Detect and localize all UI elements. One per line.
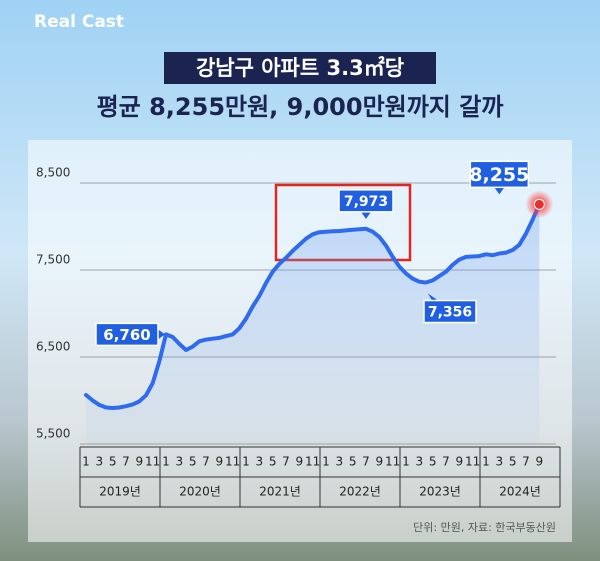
x-tick-label: 3 <box>496 455 504 469</box>
x-tick-label: 1 <box>242 455 250 469</box>
year-label: 2024년 <box>499 485 541 499</box>
x-tick-label: 9 <box>536 455 544 469</box>
x-tick-label: 9 <box>216 455 224 469</box>
data-label: 7,356 <box>428 305 472 321</box>
x-tick-label: 7 <box>362 455 370 469</box>
x-tick-label: 9 <box>296 455 304 469</box>
x-tick-label: 11 <box>305 455 320 469</box>
year-label: 2020년 <box>179 485 221 499</box>
x-tick-label: 9 <box>136 455 144 469</box>
source-note: 단위: 만원, 자료: 한국부동산원 <box>413 521 556 534</box>
callout-box <box>423 299 477 324</box>
callout-box <box>469 160 530 189</box>
x-tick-label: 5 <box>429 455 437 469</box>
x-tick-label: 5 <box>189 455 197 469</box>
x-tick-label: 7 <box>442 455 450 469</box>
x-tick-label: 11 <box>225 455 240 469</box>
x-tick-label: 11 <box>465 455 480 469</box>
x-tick-label: 5 <box>349 455 357 469</box>
x-tick-label: 11 <box>145 455 160 469</box>
year-label: 2021년 <box>259 485 301 499</box>
y-tick-label: 6,500 <box>36 340 70 354</box>
x-tick-label: 1 <box>322 455 330 469</box>
x-tick-label: 3 <box>176 455 184 469</box>
area <box>86 204 540 444</box>
callout-pointer <box>494 187 505 195</box>
end-point <box>533 198 545 210</box>
callout-pointer <box>428 293 438 301</box>
x-tick-label: 3 <box>256 455 264 469</box>
year-label: 2019년 <box>99 485 141 499</box>
year-label: 2022년 <box>339 485 381 499</box>
series-line <box>84 202 542 410</box>
x-tick-label: 5 <box>509 455 517 469</box>
data-label: 8,255 <box>469 164 529 186</box>
x-tick-label: 7 <box>202 455 210 469</box>
brand: Real Cast <box>34 12 124 32</box>
chart-subtitle: 평균 8,255만원, 9,000만원까지 갈까 <box>97 93 504 121</box>
x-tick-label: 7 <box>282 455 290 469</box>
x-tick-label: 7 <box>122 455 130 469</box>
y-tick-label: 5,500 <box>36 427 70 441</box>
year-label: 2023년 <box>419 485 461 499</box>
callout-box <box>338 189 394 213</box>
x-tick-label: 1 <box>402 455 410 469</box>
callout-pointer <box>361 211 371 219</box>
x-tick-label: 1 <box>482 455 490 469</box>
x-tick-label: 3 <box>96 455 104 469</box>
x-tick-label: 1 <box>82 455 90 469</box>
x-tick-label: 1 <box>162 455 170 469</box>
chart-title: 강남구 아파트 3.3㎡당 <box>196 56 404 80</box>
x-tick-label: 3 <box>336 455 344 469</box>
title-box <box>164 52 436 84</box>
x-tick-label: 9 <box>456 455 464 469</box>
callout-pointer <box>158 329 165 340</box>
y-tick-label: 7,500 <box>36 253 70 267</box>
x-tick-label: 9 <box>376 455 384 469</box>
data-label: 7,973 <box>344 194 388 210</box>
callout-box <box>95 322 159 347</box>
x-tick-label: 3 <box>416 455 424 469</box>
x-tick-label: 5 <box>109 455 117 469</box>
x-tick-label: 5 <box>269 455 277 469</box>
x-tick-label: 7 <box>522 455 530 469</box>
y-tick-label: 8,500 <box>36 166 70 180</box>
data-label: 6,760 <box>103 326 150 344</box>
x-tick-label: 11 <box>385 455 400 469</box>
